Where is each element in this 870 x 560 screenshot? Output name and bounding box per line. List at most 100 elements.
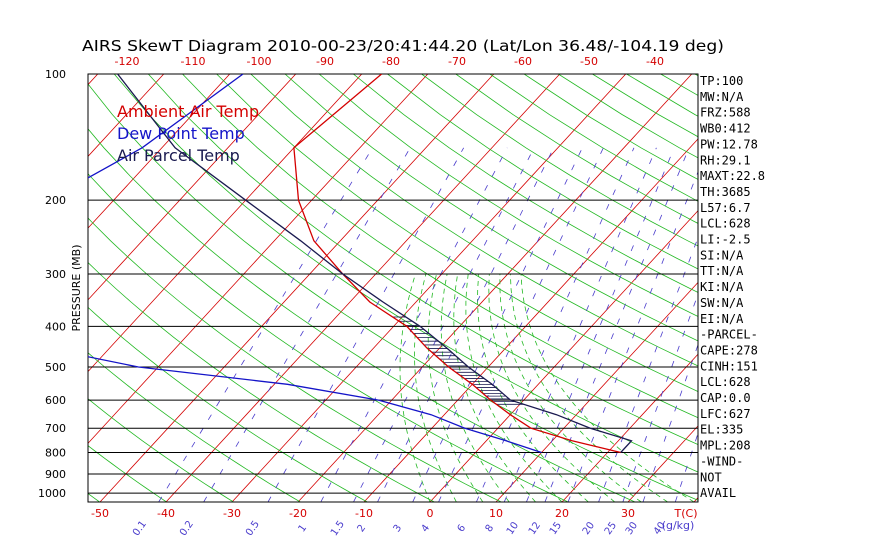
dry-adiabat-line bbox=[387, 74, 698, 270]
isotherm-line bbox=[99, 74, 495, 502]
top-temp-tick: -100 bbox=[247, 55, 272, 68]
mixing-ratio-line bbox=[267, 147, 465, 502]
isotherm-line bbox=[363, 138, 698, 502]
mixing-ratio-label: 8 bbox=[484, 523, 497, 535]
mixing-ratio-label: 3 bbox=[392, 523, 405, 535]
dew-point-line bbox=[88, 74, 542, 454]
dry-adiabat-lines bbox=[88, 74, 698, 502]
isotherm-lines bbox=[88, 74, 698, 502]
temp-unit-label: T(C) bbox=[674, 507, 698, 520]
moist-adiabat-line bbox=[399, 273, 431, 502]
pressure-tick-label: 1000 bbox=[38, 487, 66, 500]
chart-title: AIRS SkewT Diagram 2010-00-23/20:41:44.2… bbox=[82, 37, 724, 55]
moist-adiabat-line bbox=[477, 273, 589, 502]
top-temp-tick: -50 bbox=[580, 55, 598, 68]
dry-adiabat-line bbox=[88, 398, 234, 502]
index-item: LI:-2.5 bbox=[700, 233, 751, 247]
pressure-tick-label: 900 bbox=[45, 468, 66, 481]
dry-adiabat-line bbox=[250, 74, 698, 367]
isotherm-line bbox=[88, 74, 165, 157]
mixing-ratio-line bbox=[412, 147, 583, 502]
mixing-ratio-line bbox=[438, 147, 604, 502]
moist-adiabat-line bbox=[488, 273, 616, 502]
index-item: FRZ:588 bbox=[700, 106, 751, 120]
pressure-grid bbox=[87, 73, 699, 503]
dry-adiabat-line bbox=[88, 217, 502, 502]
sounding-series bbox=[88, 74, 633, 454]
legend-entry: Dew Point Temp bbox=[117, 124, 245, 143]
top-temp-tick: -110 bbox=[181, 55, 206, 68]
index-item: MPL:208 bbox=[700, 439, 751, 453]
legend-entry: Ambient Air Temp bbox=[117, 102, 259, 121]
dry-adiabat-line bbox=[88, 128, 636, 502]
top-temp-tick: -40 bbox=[646, 55, 664, 68]
index-item: RH:29.1 bbox=[700, 153, 751, 167]
index-item: MAXT:22.8 bbox=[700, 169, 765, 183]
index-item: LCL:628 bbox=[700, 217, 751, 231]
pressure-tick-label: 400 bbox=[45, 320, 66, 333]
mixing-ratio-line bbox=[377, 147, 555, 502]
pressure-tick-label: 800 bbox=[45, 447, 66, 460]
pressure-tick-label: 100 bbox=[45, 68, 66, 81]
legend: Ambient Air Temp Dew Point Temp Air Parcel… bbox=[117, 102, 259, 165]
index-item: TH:3685 bbox=[700, 185, 751, 199]
y-axis-label: PRESSURE (MB) bbox=[70, 245, 83, 332]
pressure-tick-label: 600 bbox=[45, 394, 66, 407]
dry-adiabat-line bbox=[216, 74, 698, 392]
mixing-ratio-label: 1 bbox=[297, 523, 310, 535]
mixing-ratio-line bbox=[353, 147, 535, 502]
dry-adiabat-line bbox=[88, 306, 368, 502]
moist-adiabat-line bbox=[414, 273, 457, 502]
bottom-temp-tick: -10 bbox=[355, 507, 373, 520]
moist-adiabat-line bbox=[427, 273, 484, 502]
pressure-tick-label: 700 bbox=[45, 422, 66, 435]
mixing-ratio-label: 6 bbox=[456, 523, 469, 535]
dry-adiabat-line bbox=[88, 445, 167, 502]
isotherm-line bbox=[297, 74, 693, 502]
mixing-ratio-line bbox=[203, 147, 411, 502]
dry-adiabat-line bbox=[113, 74, 698, 473]
index-item: CAP:0.0 bbox=[700, 391, 751, 405]
index-item: -PARCEL- bbox=[700, 328, 758, 342]
moist-adiabat-line bbox=[465, 273, 563, 502]
pressure-tick-label: 200 bbox=[45, 194, 66, 207]
isotherm-line bbox=[495, 281, 698, 502]
mixing-ratio-lines bbox=[158, 147, 698, 502]
bottom-temp-tick: 20 bbox=[555, 507, 569, 520]
moist-adiabat-line bbox=[453, 273, 536, 502]
mixing-ratio-label: 4 bbox=[420, 523, 433, 535]
index-item: TT:N/A bbox=[700, 264, 744, 278]
bottom-temp-tick: -30 bbox=[223, 507, 241, 520]
mixing-ratio-line bbox=[503, 147, 657, 502]
pressure-tick-label: 500 bbox=[45, 361, 66, 374]
index-item: L57:6.7 bbox=[700, 201, 751, 215]
isotherm-line bbox=[88, 74, 297, 301]
ambient-temp-line bbox=[293, 74, 621, 454]
bottom-temp-tick: -20 bbox=[289, 507, 307, 520]
dry-adiabat-line bbox=[88, 352, 301, 502]
moist-adiabat-line bbox=[440, 273, 510, 502]
index-item: KI:N/A bbox=[700, 280, 744, 294]
dry-adiabat-line bbox=[88, 173, 569, 502]
mixing-ratio-line bbox=[476, 147, 635, 502]
legend-entry: Air Parcel Temp bbox=[117, 146, 240, 165]
top-temp-tick: -120 bbox=[115, 55, 140, 68]
index-item: WB0:412 bbox=[700, 122, 751, 136]
plot-frame bbox=[87, 73, 699, 503]
index-item: TP:100 bbox=[700, 74, 743, 88]
isotherm-line bbox=[561, 353, 698, 502]
top-temp-tick: -90 bbox=[316, 55, 334, 68]
mixing-ratio-line bbox=[158, 147, 373, 502]
dry-adiabat-line bbox=[88, 261, 435, 502]
pressure-tick-label: 300 bbox=[45, 268, 66, 281]
top-temp-tick: -80 bbox=[382, 55, 400, 68]
dry-adiabat-line bbox=[182, 74, 698, 419]
dry-adiabat-line bbox=[148, 74, 698, 445]
index-item: PW:12.78 bbox=[700, 137, 758, 151]
isotherm-line bbox=[429, 210, 698, 502]
dry-adiabat-line bbox=[284, 74, 698, 342]
index-item: LCL:628 bbox=[700, 375, 751, 389]
mixing-unit-label: (g/kg) bbox=[662, 519, 695, 532]
mixing-ratio-label: 2 bbox=[356, 523, 369, 535]
